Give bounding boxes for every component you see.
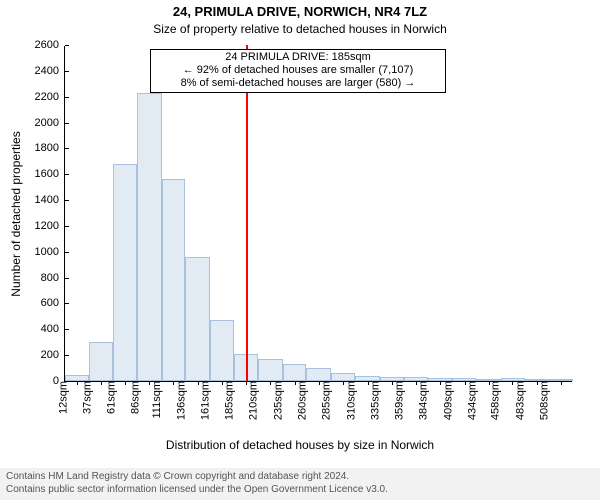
annotation-line: 8% of semi-detached houses are larger (5… <box>155 77 441 90</box>
x-tick-label: 434sqm <box>460 381 478 420</box>
x-tick-label: 508sqm <box>533 381 551 420</box>
x-tick-label: 384sqm <box>412 381 430 420</box>
y-tick-label: 2200 <box>35 91 65 103</box>
histogram-bar <box>162 179 185 381</box>
histogram-bar <box>89 342 112 381</box>
x-tick-label: 161sqm <box>194 381 212 420</box>
x-tick-label: 235sqm <box>266 381 284 420</box>
x-tick-label: 210sqm <box>242 381 260 420</box>
x-tick-label: 359sqm <box>387 381 405 420</box>
histogram-bar <box>137 93 161 381</box>
y-tick-label: 1400 <box>35 194 65 206</box>
reference-line <box>246 45 248 381</box>
x-tick-label: 12sqm <box>51 381 69 414</box>
x-tick-label: 409sqm <box>436 381 454 420</box>
annotation-box: 24 PRIMULA DRIVE: 185sqm ← 92% of detach… <box>150 49 446 93</box>
y-tick-label: 200 <box>41 349 65 361</box>
histogram-bar <box>185 257 209 381</box>
footer-line: Contains HM Land Registry data © Crown c… <box>6 471 594 484</box>
y-tick-label: 2600 <box>35 39 65 51</box>
histogram-bar <box>306 368 330 381</box>
footer: Contains HM Land Registry data © Crown c… <box>0 468 600 500</box>
x-tick-label: 136sqm <box>169 381 187 420</box>
plot-area: 0200400600800100012001400160018002000220… <box>64 46 572 382</box>
y-tick-label: 800 <box>41 272 65 284</box>
y-tick-label: 1200 <box>35 220 65 232</box>
x-axis-label: Distribution of detached houses by size … <box>0 438 600 452</box>
footer-line: Contains public sector information licen… <box>6 484 594 497</box>
annotation-line: ← 92% of detached houses are smaller (7,… <box>155 64 441 77</box>
x-tick-label: 260sqm <box>290 381 308 420</box>
y-tick-label: 2400 <box>35 65 65 77</box>
x-tick-label: 483sqm <box>508 381 526 420</box>
page-title: 24, PRIMULA DRIVE, NORWICH, NR4 7LZ <box>0 4 600 19</box>
histogram-bar <box>113 164 137 381</box>
x-tick-label: 458sqm <box>484 381 502 420</box>
x-tick-label: 185sqm <box>217 381 235 420</box>
y-tick-label: 1000 <box>35 246 65 258</box>
y-tick-label: 1800 <box>35 142 65 154</box>
x-tick-label: 111sqm <box>146 381 164 419</box>
histogram-bar <box>331 373 355 381</box>
y-axis-label: Number of detached properties <box>9 131 23 296</box>
y-tick-label: 2000 <box>35 117 65 129</box>
x-tick-label: 310sqm <box>339 381 357 420</box>
x-tick-label: 285sqm <box>315 381 333 420</box>
histogram-bar <box>210 320 234 381</box>
histogram-bar <box>258 359 282 381</box>
y-tick-label: 600 <box>41 297 65 309</box>
x-tick-label: 86sqm <box>123 381 141 414</box>
x-tick-label: 37sqm <box>76 381 94 414</box>
x-tick-label: 335sqm <box>364 381 382 420</box>
page-subtitle: Size of property relative to detached ho… <box>0 22 600 36</box>
y-tick-label: 400 <box>41 323 65 335</box>
chart-container: 24, PRIMULA DRIVE, NORWICH, NR4 7LZ Size… <box>0 0 600 500</box>
y-tick-label: 1600 <box>35 168 65 180</box>
x-tick-label: 61sqm <box>99 381 117 414</box>
annotation-line: 24 PRIMULA DRIVE: 185sqm <box>155 51 441 64</box>
histogram-bar <box>283 364 306 381</box>
